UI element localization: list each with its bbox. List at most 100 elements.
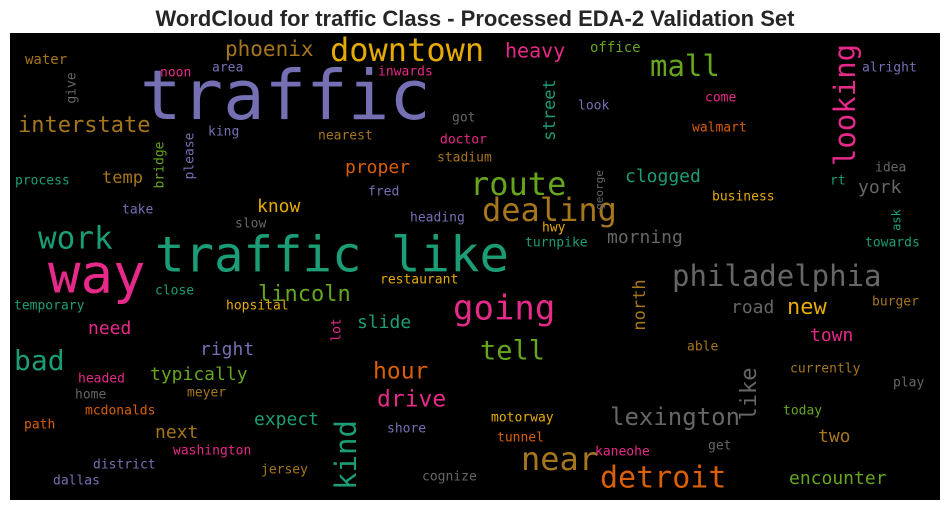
word: lot xyxy=(330,318,345,341)
word: business xyxy=(712,190,775,205)
word: look xyxy=(578,99,609,114)
word: like xyxy=(737,368,762,421)
word: hwy xyxy=(542,221,566,236)
word: noon xyxy=(160,66,191,81)
word: lincoln xyxy=(258,282,351,307)
word: north xyxy=(630,279,650,330)
word: right xyxy=(200,339,254,360)
word: get xyxy=(708,439,731,454)
word: process xyxy=(15,174,70,189)
word: traffic xyxy=(140,56,431,136)
word: heading xyxy=(410,211,465,226)
word: morning xyxy=(607,227,683,248)
word: ask xyxy=(890,208,904,230)
word: today xyxy=(783,404,822,419)
word: phoenix xyxy=(225,37,314,61)
word: mall xyxy=(650,49,720,83)
word: mcdonalds xyxy=(85,404,155,419)
word: idea xyxy=(875,161,906,176)
word: know xyxy=(257,196,301,217)
word: drive xyxy=(377,387,446,413)
word: doctor xyxy=(440,133,487,148)
word: york xyxy=(858,177,902,198)
word: cognize xyxy=(422,470,477,485)
word: kind xyxy=(329,420,363,490)
word: expect xyxy=(254,409,319,430)
word: street xyxy=(540,79,560,140)
word: george xyxy=(593,170,606,210)
word: able xyxy=(687,340,718,355)
word: tell xyxy=(480,336,545,367)
word: detroit xyxy=(600,461,726,496)
word: district xyxy=(93,458,156,473)
word: next xyxy=(155,422,198,443)
word: burger xyxy=(872,295,919,310)
word: currently xyxy=(790,362,861,377)
word: headed xyxy=(78,372,125,387)
word: motorway xyxy=(491,411,554,426)
word: need xyxy=(88,318,131,339)
word: inwards xyxy=(378,65,433,80)
word: meyer xyxy=(187,386,226,401)
word: path xyxy=(24,418,55,433)
word: interstate xyxy=(18,113,150,138)
word: town xyxy=(810,325,853,346)
word: heavy xyxy=(505,39,565,63)
word: jersey xyxy=(261,463,308,478)
word: turnpike xyxy=(525,236,588,251)
word: encounter xyxy=(789,468,887,489)
word: temporary xyxy=(14,299,85,314)
word: fred xyxy=(368,185,399,200)
word: office xyxy=(590,40,641,56)
word: hopsital xyxy=(226,299,289,314)
word: kaneohe xyxy=(595,445,650,460)
word: route xyxy=(470,165,566,203)
chart-title: WordCloud for traffic Class - Processed … xyxy=(156,6,796,31)
word: going xyxy=(453,289,555,329)
word: dealing xyxy=(482,191,617,229)
word: clogged xyxy=(625,166,701,187)
word: water xyxy=(25,52,67,68)
word: traffic like xyxy=(155,227,509,284)
word: alright xyxy=(862,61,917,76)
word: home xyxy=(75,388,106,403)
word: nearest xyxy=(318,129,373,144)
word: lexington xyxy=(610,403,740,431)
word: two xyxy=(818,426,851,447)
word: got xyxy=(452,111,475,126)
word: washington xyxy=(173,444,251,459)
word: rt xyxy=(830,174,846,189)
word: slide xyxy=(357,312,411,333)
word: downtown xyxy=(330,31,484,69)
word: come xyxy=(705,91,736,106)
word: slow xyxy=(235,217,266,232)
word: road xyxy=(731,297,774,318)
word: restaurant xyxy=(380,273,458,288)
word: play xyxy=(893,376,924,391)
word: proper xyxy=(345,157,410,178)
word: way xyxy=(48,243,146,306)
word: take xyxy=(122,203,153,218)
word: area xyxy=(212,61,243,76)
word: walmart xyxy=(692,121,747,136)
word: shore xyxy=(387,422,426,437)
word: looking xyxy=(828,44,862,166)
word: dallas xyxy=(53,474,100,489)
word: hour xyxy=(373,359,428,385)
word: temp xyxy=(102,168,143,188)
word: typically xyxy=(150,364,248,385)
word: work xyxy=(38,221,113,257)
word: bad xyxy=(14,344,65,377)
word: give xyxy=(65,72,80,103)
plot-background xyxy=(10,33,940,500)
word: close xyxy=(155,284,194,299)
word: please xyxy=(183,132,198,179)
word: stadium xyxy=(437,151,492,166)
word: towards xyxy=(865,236,920,251)
word: bridge xyxy=(153,141,168,188)
word: near xyxy=(521,440,598,478)
word: philadelphia xyxy=(672,259,882,293)
word: king xyxy=(208,125,239,140)
